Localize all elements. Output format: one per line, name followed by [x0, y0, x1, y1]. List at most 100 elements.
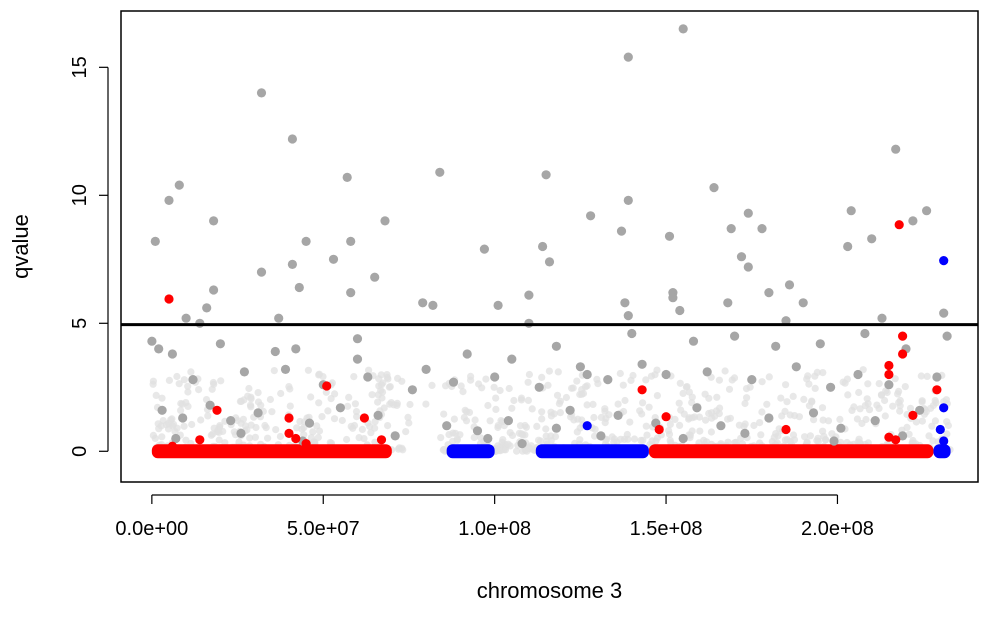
background-point: [676, 379, 684, 387]
data-point: [616, 226, 627, 236]
background-point: [215, 428, 223, 436]
baseline-bands-layer: [151, 444, 951, 459]
data-point: [294, 282, 304, 293]
background-point: [349, 424, 357, 432]
background-point: [621, 396, 629, 405]
data-point: [627, 328, 637, 339]
data-point: [603, 375, 613, 385]
data-point: [479, 244, 489, 254]
background-point: [171, 427, 179, 436]
background-point: [701, 390, 709, 398]
data-point: [181, 313, 191, 323]
data-point: [939, 436, 949, 446]
background-point: [394, 445, 403, 453]
background-point: [538, 373, 546, 381]
data-point: [736, 252, 747, 262]
background-point: [597, 413, 606, 421]
data-point: [922, 206, 932, 216]
background-point: [524, 396, 533, 404]
data-point: [209, 216, 219, 226]
data-point: [346, 236, 356, 246]
data-point: [483, 433, 493, 444]
data-point: [771, 341, 781, 351]
data-point: [171, 433, 181, 444]
background-point: [371, 424, 379, 432]
background-point: [931, 417, 940, 425]
background-point: [583, 401, 591, 409]
background-point: [581, 383, 590, 391]
data-point: [284, 428, 294, 438]
background-point: [477, 434, 485, 442]
background-point: [528, 405, 536, 413]
background-point: [322, 388, 330, 396]
background-point: [264, 434, 272, 442]
background-point: [562, 393, 571, 402]
data-point: [147, 336, 157, 346]
background-point: [637, 436, 645, 444]
y-tick-label: 15: [69, 56, 91, 78]
background-point: [636, 407, 644, 415]
background-point: [735, 421, 744, 429]
background-point: [404, 413, 412, 421]
background-point: [708, 414, 716, 422]
background-point: [165, 376, 173, 384]
x-tick-label: 1.0e+08: [458, 518, 531, 540]
background-point: [875, 380, 883, 388]
background-point: [881, 396, 889, 405]
background-point: [245, 384, 253, 393]
data-point: [493, 300, 503, 310]
data-point: [808, 408, 819, 418]
background-point: [217, 377, 225, 385]
background-point: [894, 390, 902, 398]
background-point: [543, 437, 551, 445]
background-point: [707, 428, 716, 436]
data-point: [740, 428, 750, 438]
background-point: [167, 416, 175, 424]
data-point: [239, 367, 249, 377]
data-point: [164, 195, 174, 205]
background-point: [270, 367, 278, 375]
background-point: [943, 430, 951, 438]
data-point: [702, 367, 712, 377]
background-point: [553, 391, 562, 399]
background-point: [251, 433, 259, 441]
background-point: [318, 413, 326, 421]
background-point: [573, 377, 581, 385]
background-point: [918, 398, 926, 406]
background-point: [309, 428, 317, 436]
data-point: [743, 262, 753, 272]
data-point: [908, 410, 918, 420]
background-point: [180, 422, 188, 430]
background-point: [344, 402, 352, 410]
background-point: [901, 383, 909, 391]
data-point: [274, 313, 284, 323]
background-point: [703, 438, 711, 446]
data-point: [661, 369, 671, 380]
background-point: [918, 417, 927, 425]
background-point: [510, 396, 518, 405]
background-point: [928, 422, 936, 430]
background-point: [486, 417, 494, 425]
background-point: [848, 406, 856, 414]
background-point: [343, 435, 351, 444]
background-point: [883, 388, 891, 397]
background-point: [676, 421, 684, 429]
background-point: [589, 400, 597, 408]
x-axis-title: chromosome 3: [477, 578, 623, 603]
background-point: [490, 383, 498, 391]
background-point: [246, 434, 254, 442]
data-point: [188, 375, 198, 385]
data-point: [723, 298, 733, 308]
data-point: [407, 385, 417, 395]
background-point: [803, 375, 811, 383]
background-point: [445, 431, 453, 439]
background-point: [843, 375, 852, 383]
background-point: [272, 426, 280, 434]
background-point: [775, 425, 783, 433]
data-point: [623, 311, 633, 321]
background-point: [591, 425, 599, 433]
background-point: [505, 384, 513, 393]
background-point: [230, 428, 238, 436]
data-point: [462, 349, 472, 359]
data-point: [798, 298, 808, 308]
